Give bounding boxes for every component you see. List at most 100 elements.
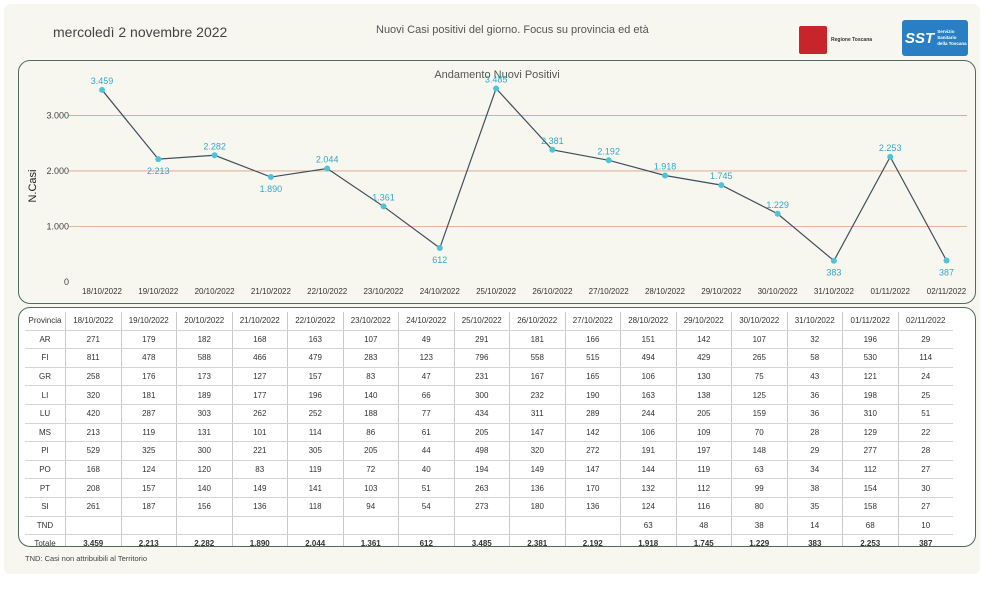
x-tick-label: 01/11/2022 — [870, 287, 910, 296]
total-cell: 2.044 — [287, 534, 344, 546]
table-cell: 498 — [454, 441, 510, 461]
province-table: Provincia 18/10/2022 19/10/2022 20/10/2022 2… — [25, 312, 953, 546]
table-cell — [65, 516, 122, 536]
table-cell: 125 — [731, 385, 788, 405]
column-header: 25/10/2022 — [454, 312, 510, 331]
column-header: 01/11/2022 — [842, 312, 899, 331]
table-cell: 28 — [787, 423, 843, 443]
data-point — [267, 174, 274, 181]
table-cell: 86 — [343, 423, 399, 443]
table-cell: 811 — [65, 348, 122, 368]
table-cell: 28 — [898, 441, 953, 461]
table-cell: 168 — [232, 330, 288, 350]
table-cell: 262 — [232, 404, 288, 424]
pegasus-icon — [799, 26, 827, 54]
table-cell: 127 — [232, 367, 288, 387]
table-cell: 434 — [454, 404, 510, 424]
table-cell: 154 — [842, 478, 899, 498]
column-header: 24/10/2022 — [398, 312, 455, 331]
table-cell: 205 — [676, 404, 732, 424]
x-tick-label: 22/10/2022 — [307, 287, 348, 296]
table-cell: 479 — [287, 348, 344, 368]
table-row: PT 208 157 140 149 141 103 51 263 136 170 132 112 99 3… — [25, 478, 953, 498]
data-point — [211, 152, 218, 159]
table-cell: 10 — [898, 516, 953, 536]
table-cell: 231 — [454, 367, 510, 387]
total-cell: 3.485 — [454, 534, 510, 546]
table-cell: 166 — [565, 330, 621, 350]
table-row: LI 320 181 189 177 196 140 66 300 232 190 163 138 125… — [25, 385, 953, 405]
table-cell: 29 — [898, 330, 953, 350]
table-cell: 101 — [232, 423, 288, 443]
table-cell: 303 — [176, 404, 233, 424]
x-tick-label: 02/11/2022 — [927, 287, 967, 296]
data-label: 2.253 — [879, 143, 902, 153]
table-cell: 291 — [454, 330, 510, 350]
table-cell: 107 — [343, 330, 399, 350]
table-cell: 49 — [398, 330, 455, 350]
table-cell: 305 — [287, 441, 344, 461]
column-header: 21/10/2022 — [232, 312, 288, 331]
table-cell: 244 — [620, 404, 677, 424]
table-cell: 132 — [620, 478, 677, 498]
row-label: MS — [25, 423, 66, 443]
table-cell: 36 — [787, 404, 843, 424]
x-tick-label: 18/10/2022 — [82, 287, 123, 296]
table-cell — [454, 516, 510, 536]
table-cell: 205 — [454, 423, 510, 443]
table-cell: 63 — [731, 460, 788, 480]
regione-toscana-logo: Regione Toscana — [799, 26, 872, 54]
table-cell: 156 — [176, 497, 233, 517]
table-cell: 70 — [731, 423, 788, 443]
data-label: 2.282 — [203, 141, 226, 151]
data-label: 1.745 — [710, 171, 733, 181]
table-cell: 190 — [565, 385, 621, 405]
table-row: MS 213 119 131 101 114 86 61 205 147 142 106 109 70 28… — [25, 423, 953, 443]
regione-toscana-logo-text: Regione Toscana — [831, 37, 873, 43]
table-cell: 265 — [731, 348, 788, 368]
table-cell: 144 — [620, 460, 677, 480]
table-cell: 47 — [398, 367, 455, 387]
table-row: PI 529 325 300 221 305 205 44 498 320 272 191 197 148… — [25, 441, 953, 461]
column-header: 27/10/2022 — [565, 312, 621, 331]
data-label: 3.485 — [485, 74, 508, 84]
table-cell — [509, 516, 566, 536]
column-header: 22/10/2022 — [287, 312, 344, 331]
table-cell — [232, 516, 288, 536]
data-label: 383 — [826, 268, 841, 278]
table-cell: 197 — [676, 441, 732, 461]
table-cell: 277 — [842, 441, 899, 461]
total-cell: 1.890 — [232, 534, 288, 546]
table-cell: 311 — [509, 404, 566, 424]
table-cell — [565, 516, 621, 536]
table-cell: 136 — [232, 497, 288, 517]
table-cell: 119 — [287, 460, 344, 480]
table-cell: 141 — [287, 478, 344, 498]
table-cell: 149 — [509, 460, 566, 480]
table-cell: 38 — [731, 516, 788, 536]
total-row: Totale 3.459 2.213 2.282 1.890 2.044 1.361 612 3… — [25, 534, 953, 546]
column-header: 26/10/2022 — [509, 312, 566, 331]
table-cell: 148 — [731, 441, 788, 461]
table-cell: 189 — [176, 385, 233, 405]
table-cell: 121 — [842, 367, 899, 387]
data-point — [99, 86, 105, 93]
table-cell: 136 — [509, 478, 566, 498]
table-cell: 109 — [676, 423, 732, 443]
table-cell: 54 — [398, 497, 455, 517]
x-tick-label: 23/10/2022 — [363, 287, 404, 296]
total-cell: 2.282 — [176, 534, 233, 546]
column-header: 02/11/2022 — [898, 312, 953, 331]
table-cell: 30 — [898, 478, 953, 498]
table-cell: 529 — [65, 441, 122, 461]
table-cell: 107 — [731, 330, 788, 350]
data-label: 2.192 — [597, 146, 620, 156]
y-axis-label: N.Casi — [27, 169, 39, 202]
table-cell: 129 — [842, 423, 899, 443]
table-row: PO 168 124 120 83 119 72 40 194 149 147 144 119 63 34 1… — [25, 460, 953, 480]
table-cell: 182 — [176, 330, 233, 350]
table-cell: 149 — [232, 478, 288, 498]
table-cell: 61 — [398, 423, 455, 443]
row-label: PT — [25, 478, 66, 498]
table-cell: 114 — [287, 423, 344, 443]
